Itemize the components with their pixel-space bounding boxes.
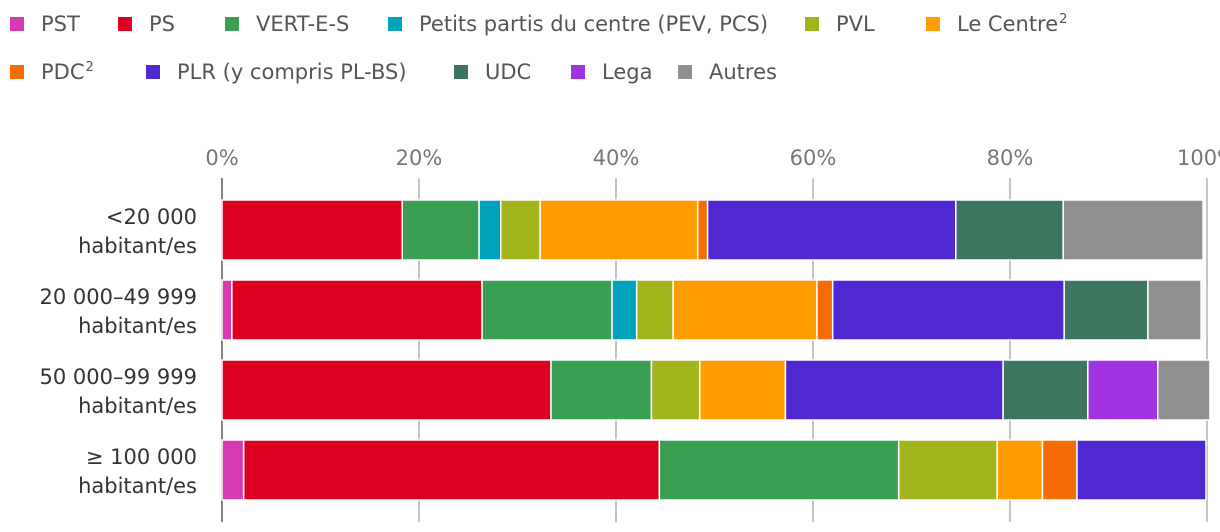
bar-segment [831, 279, 1065, 341]
bar-segment [242, 439, 661, 501]
legend-swatch [678, 65, 692, 79]
legend-swatch [388, 17, 402, 31]
category-label-line2: habitant/es [78, 234, 197, 258]
legend-label: Petits partis du centre (PEV, PCS) [419, 12, 769, 36]
legend-swatch [10, 17, 24, 31]
legend-item: PLR (y compris PL-BS) [146, 60, 407, 84]
bar-segment [500, 199, 541, 261]
bar-segment [1087, 359, 1159, 421]
bar-segment [481, 279, 613, 341]
x-tick-label: 60% [790, 146, 837, 170]
x-tick-label: 0% [205, 146, 238, 170]
bar-segment [401, 199, 480, 261]
x-tick-label: 80% [987, 146, 1034, 170]
legend-item: PDC2 [10, 60, 94, 84]
legend-swatch [118, 17, 132, 31]
bar-segment [1062, 199, 1204, 261]
bar-segment [672, 279, 818, 341]
bar-segment [697, 199, 709, 261]
bar-segment [706, 199, 957, 261]
legend-item: PVL [805, 12, 875, 36]
bar-segment [539, 199, 699, 261]
legend-item: UDC [454, 60, 531, 84]
legend-label: UDC [485, 60, 532, 84]
legend-swatch [146, 65, 160, 79]
legend-label: PS [149, 12, 175, 36]
bar-segment [996, 439, 1044, 501]
legend-item: PST [10, 12, 80, 36]
bar-segment [1147, 279, 1202, 341]
legend-item: VERT-E-S [225, 12, 349, 36]
legend-label: Autres [709, 60, 777, 84]
bar-segment [221, 199, 404, 261]
legend-label: Le Centre2 [957, 12, 1068, 36]
bar-segment [1002, 359, 1089, 421]
legend-swatch [571, 65, 585, 79]
legend-swatch [805, 17, 819, 31]
category-label-line2: habitant/es [78, 394, 197, 418]
legend-footnote-marker: 2 [1059, 12, 1068, 27]
bar-segment [698, 359, 787, 421]
bar-segment [221, 359, 552, 421]
bar-segment [635, 279, 674, 341]
x-tick-label: 40% [593, 146, 640, 170]
legend-item: Le Centre2 [926, 12, 1067, 36]
bar-segment [816, 279, 834, 341]
bar-segment [221, 439, 245, 501]
legend-swatch [454, 65, 468, 79]
legend-label: PDC2 [41, 60, 94, 84]
category-label-line2: habitant/es [78, 474, 197, 498]
legend-item: Autres [678, 60, 777, 84]
bar-segment [611, 279, 638, 341]
legend-swatch [225, 17, 239, 31]
legend-item: Petits partis du centre (PEV, PCS) [388, 12, 768, 36]
bar-segment [1041, 439, 1078, 501]
bar-segment [955, 199, 1064, 261]
legend-swatch [10, 65, 24, 79]
bar-segment [658, 439, 900, 501]
category-label-line2: habitant/es [78, 314, 197, 338]
bar-segment [784, 359, 1004, 421]
bar-segment [897, 439, 998, 501]
category-label: 20 000–49 999 [40, 285, 197, 309]
x-tick-label: 20% [396, 146, 443, 170]
category-label: <20 000 [106, 205, 197, 229]
legend-label: PLR (y compris PL-BS) [177, 60, 407, 84]
bar-segment [1157, 359, 1211, 421]
x-tick-label: 100% [1177, 146, 1220, 170]
legend-label: Lega [602, 60, 653, 84]
legend-label: PVL [836, 12, 875, 36]
legend-item: Lega [571, 60, 652, 84]
legend-label: PST [41, 12, 80, 36]
bar-segment [478, 199, 502, 261]
bar-segment [1063, 279, 1149, 341]
bar-segment [221, 279, 233, 341]
legend-swatch [926, 17, 940, 31]
category-label: 50 000–99 999 [40, 365, 197, 389]
bar-segment [1076, 439, 1207, 501]
bar-segment [650, 359, 701, 421]
bar-segment [550, 359, 653, 421]
legend-item: PS [118, 12, 175, 36]
legend-footnote-marker: 2 [85, 60, 94, 75]
legend-label: VERT-E-S [256, 12, 350, 36]
category-label: ≥ 100 000 [86, 445, 197, 469]
bar-segment [231, 279, 483, 341]
